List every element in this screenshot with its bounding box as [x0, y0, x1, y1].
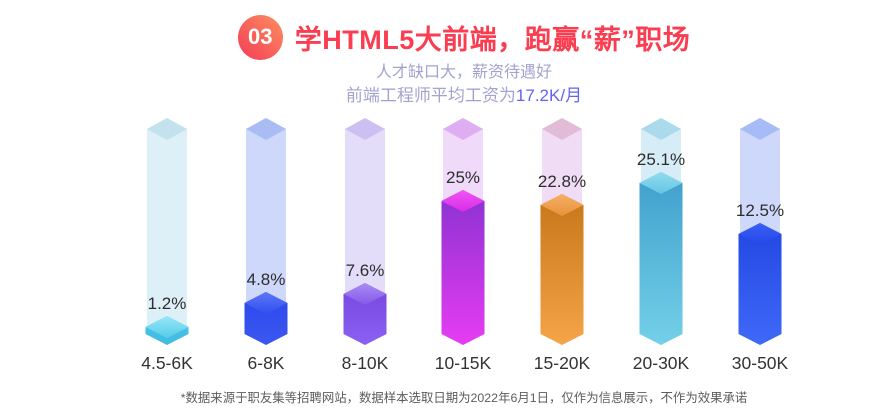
- bar-column-10-15K: 25% 10-15K: [435, 118, 492, 373]
- bar-track-top-face: [542, 118, 582, 140]
- bar-track-top-face: [246, 118, 286, 140]
- header: 03 学HTML5大前端，跑赢“薪”职场: [38, 14, 890, 60]
- bar-fill: [441, 190, 485, 345]
- bar-category-label: 4.5-6K: [141, 353, 193, 373]
- bar-category-label: 30-50K: [732, 353, 789, 373]
- header-block: 03 学HTML5大前端，跑赢“薪”职场 人才缺口大，薪资待遇好 前端工程师平均…: [38, 14, 890, 107]
- bar-track-top-face: [147, 118, 187, 140]
- bar-fill-top-face: [343, 283, 387, 305]
- bar-track-top-face: [345, 118, 385, 140]
- bar-fill: [639, 172, 683, 345]
- page-title: 学HTML5大前端，跑赢“薪”职场: [294, 24, 691, 55]
- bar-fill-top-face: [244, 292, 288, 314]
- subtitle-line2-text: 前端工程师平均工资为: [345, 86, 516, 105]
- bar-category-label: 20-30K: [633, 353, 690, 373]
- bar-fill-top-face: [738, 223, 782, 245]
- bar-category-label: 6-8K: [248, 353, 285, 373]
- bar-track-top-face: [641, 118, 681, 140]
- footer-note: *数据来源于职友集等招聘网站，数据样本选取日期为2022年6月1日，仅作为信息展…: [180, 391, 748, 405]
- bar-category-label: 10-15K: [435, 353, 492, 373]
- section-number-badge: 03: [237, 14, 283, 60]
- subtitle-line1: 人才缺口大，薪资待遇好: [375, 64, 552, 81]
- average-salary-value: 17.2K/月: [515, 86, 583, 105]
- bar-column-4.5-6K: 1.2% 4.5-6K: [141, 118, 193, 373]
- bar-fill-top-face: [540, 194, 584, 216]
- bar-column-8-10K: 7.6% 8-10K: [342, 118, 389, 373]
- bar-column-30-50K: 12.5% 30-50K: [732, 118, 789, 373]
- bar-category-label: 8-10K: [342, 353, 389, 373]
- bar-fill-top-face: [145, 316, 189, 338]
- bar-track: [246, 118, 286, 345]
- bar-track-top-face: [443, 118, 483, 140]
- bar-column-15-20K: 22.8% 15-20K: [534, 118, 591, 373]
- bar-column-6-8K: 4.8% 6-8K: [244, 118, 288, 373]
- bar-value-label: 7.6%: [346, 261, 385, 280]
- bar-value-label: 4.8%: [247, 270, 286, 289]
- bar-track: [147, 118, 187, 345]
- bar-fill: [738, 223, 782, 345]
- bar-value-label: 25.1%: [637, 150, 685, 169]
- bar-fill-top-face: [639, 172, 683, 194]
- bar-track-top-face: [740, 118, 780, 140]
- bar-value-label: 25%: [446, 168, 480, 187]
- badge-number: 03: [248, 24, 273, 49]
- bar-category-label: 15-20K: [534, 353, 591, 373]
- bar-fill: [540, 194, 584, 345]
- bar-value-label: 1.2%: [148, 294, 187, 313]
- bar-value-label: 22.8%: [538, 172, 586, 191]
- bar-column-20-30K: 25.1% 20-30K: [633, 118, 690, 373]
- bar-fill-top-face: [441, 190, 485, 212]
- subtitle-line2: 前端工程师平均工资为17.2K/月: [38, 85, 890, 107]
- bar-value-label: 12.5%: [736, 201, 784, 220]
